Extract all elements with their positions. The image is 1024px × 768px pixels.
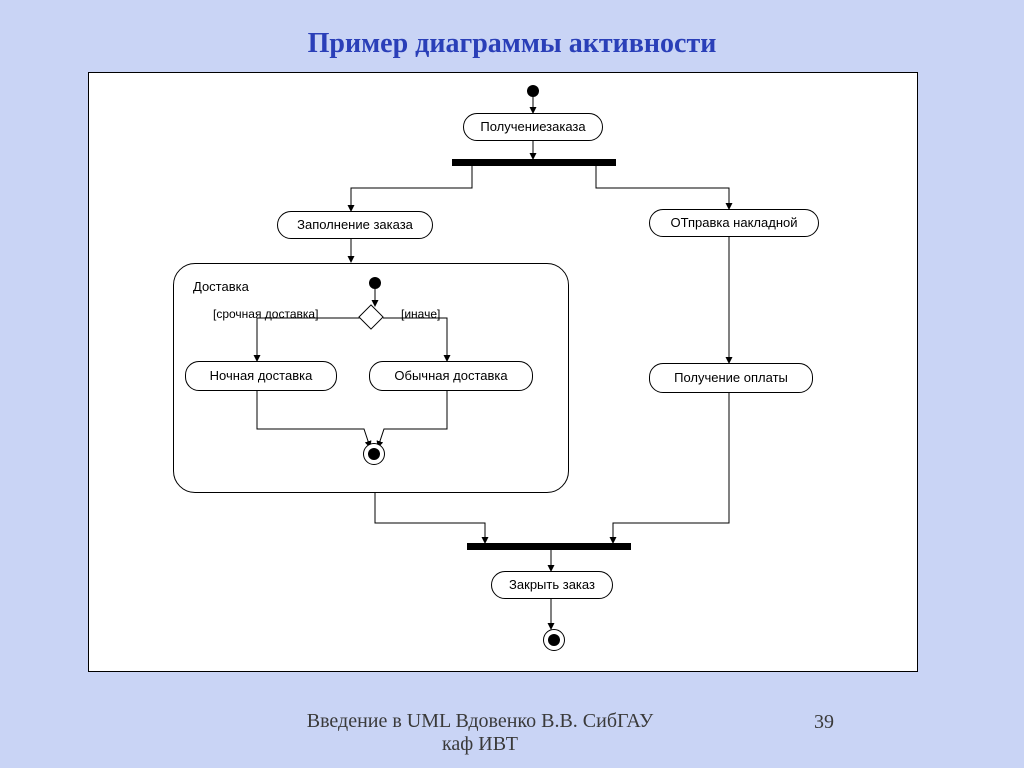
activity-normal_del: Обычная доставка — [369, 361, 533, 391]
activity-close_order: Закрыть заказ — [491, 571, 613, 599]
guard-guard_right: [иначе] — [401, 307, 440, 321]
slide: Пример диаграммы активности Получениезак… — [0, 0, 1024, 768]
final-inner-end — [548, 634, 560, 646]
final-inner-inner_end — [368, 448, 380, 460]
guard-guard_left: [срочная доставка] — [213, 307, 318, 321]
activity-fill_order: Заполнение заказа — [277, 211, 433, 239]
initial-start — [527, 85, 539, 97]
join-join — [467, 543, 631, 550]
activity-night_del: Ночная доставка — [185, 361, 337, 391]
initial-inner_start — [369, 277, 381, 289]
activity-send_invoice: ОТправка накладной — [649, 209, 819, 237]
slide-footer: Введение в UML Вдовенко В.В. СибГАУ каф … — [300, 710, 660, 756]
slide-title: Пример диаграммы активности — [0, 28, 1024, 60]
fork-fork — [452, 159, 616, 166]
region-label-region: Доставка — [193, 279, 249, 294]
activity-get_payment: Получение оплаты — [649, 363, 813, 393]
activity-get_order: Получениезаказа — [463, 113, 603, 141]
diagram-area: Получениезаказа Заполнение заказа ОТправка… — [88, 72, 918, 672]
page-number: 39 — [814, 711, 834, 734]
